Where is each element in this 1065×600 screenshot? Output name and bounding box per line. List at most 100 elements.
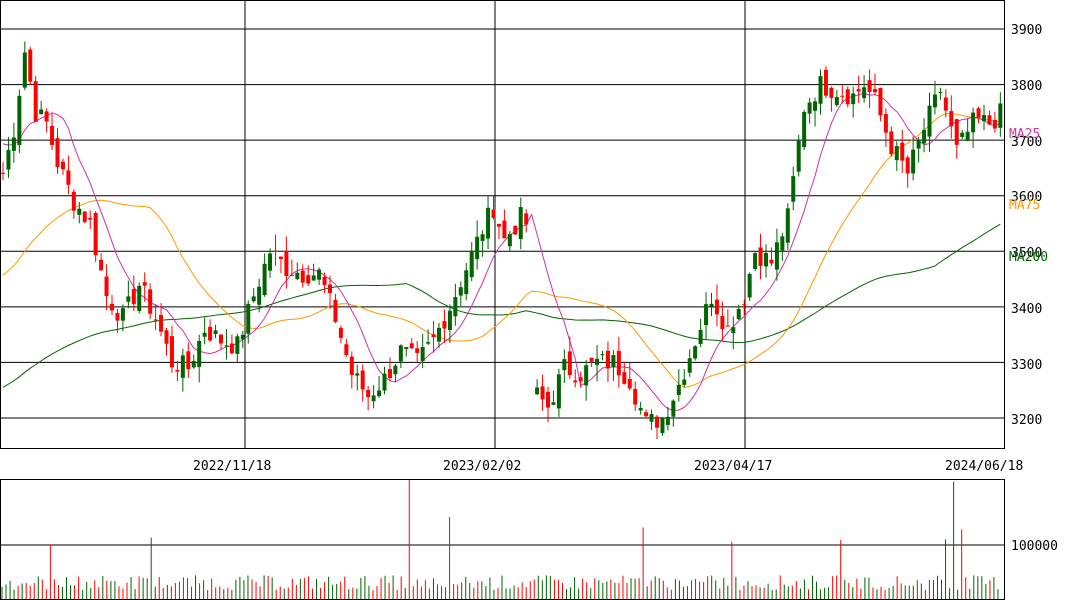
candle-up bbox=[894, 146, 899, 161]
candle-up bbox=[240, 334, 245, 340]
candle-down bbox=[987, 115, 992, 125]
candle-down bbox=[33, 81, 38, 122]
ma25-series bbox=[2, 92, 1001, 412]
y-tick-label: 3800 bbox=[1011, 79, 1042, 94]
candle-up bbox=[437, 327, 441, 342]
candle-down bbox=[338, 327, 343, 338]
candle-down bbox=[714, 299, 719, 315]
candle-up bbox=[709, 303, 714, 307]
candle-down bbox=[758, 247, 763, 266]
candle-down bbox=[627, 379, 632, 389]
candle-down bbox=[55, 138, 60, 168]
candle-up bbox=[796, 140, 801, 172]
candle-up bbox=[998, 103, 1003, 128]
candle-up bbox=[922, 129, 927, 144]
candle-up bbox=[747, 274, 752, 298]
candle-down bbox=[289, 274, 294, 276]
candle-up bbox=[851, 93, 856, 105]
candle-up bbox=[693, 346, 698, 359]
candle-up bbox=[404, 347, 409, 349]
candle-up bbox=[458, 287, 463, 296]
candle-down bbox=[104, 276, 109, 297]
candle-up bbox=[257, 286, 262, 305]
ma-legend: MA25 MA75 MA200 bbox=[1009, 127, 1048, 265]
candle-down bbox=[954, 119, 959, 145]
ma25-line bbox=[2, 92, 1001, 412]
candle-up bbox=[469, 250, 474, 278]
candle-down bbox=[142, 282, 147, 286]
candle-down bbox=[328, 284, 332, 294]
y-tick-label: 3500 bbox=[1011, 246, 1042, 261]
candle-down bbox=[50, 125, 55, 145]
candle-up bbox=[813, 101, 818, 111]
candle-down bbox=[159, 314, 164, 332]
candle-down bbox=[186, 351, 191, 370]
candle-up bbox=[551, 402, 556, 405]
candle-up bbox=[556, 374, 561, 409]
candlesticks bbox=[1, 41, 1003, 440]
ma75-label: MA75 bbox=[1009, 198, 1040, 213]
candle-down bbox=[976, 108, 981, 118]
candle-down bbox=[883, 114, 888, 133]
candle-down bbox=[175, 370, 180, 372]
y-tick-label: 3700 bbox=[1011, 135, 1042, 150]
y-tick-label: 3600 bbox=[1011, 190, 1042, 205]
candle-down bbox=[278, 256, 283, 260]
candle-up bbox=[774, 242, 779, 270]
candle-up bbox=[126, 296, 131, 302]
candle-up bbox=[638, 407, 643, 411]
date-tick-label: 2024/06/18 bbox=[945, 459, 1023, 474]
candle-up bbox=[6, 149, 11, 170]
candle-up bbox=[676, 384, 681, 395]
candle-up bbox=[649, 414, 654, 422]
candle-up bbox=[213, 330, 218, 335]
candle-up bbox=[426, 342, 431, 344]
candle-up bbox=[464, 270, 469, 295]
candle-up bbox=[377, 390, 382, 397]
candle-down bbox=[949, 111, 954, 127]
candle-down bbox=[82, 211, 87, 222]
candle-down bbox=[655, 416, 659, 428]
y-tick-label: 3400 bbox=[1011, 302, 1042, 317]
candle-down bbox=[845, 89, 850, 105]
candle-up bbox=[224, 345, 229, 347]
candle-up bbox=[911, 149, 916, 174]
candle-up bbox=[22, 52, 27, 88]
candle-down bbox=[873, 89, 877, 93]
candle-down bbox=[229, 343, 234, 354]
candle-up bbox=[77, 208, 82, 215]
candle-up bbox=[687, 358, 692, 373]
candle-up bbox=[371, 395, 376, 402]
candle-down bbox=[131, 288, 136, 305]
candle-down bbox=[415, 348, 420, 353]
candle-down bbox=[333, 299, 338, 322]
price-panel: 3900 3800 3700 3600 3500 3400 3300 3200 … bbox=[0, 0, 1048, 449]
date-tick-label: 2023/02/02 bbox=[443, 459, 521, 474]
candle-up bbox=[535, 387, 540, 395]
candle-up bbox=[475, 236, 480, 260]
candle-up bbox=[780, 236, 785, 251]
candle-down bbox=[284, 250, 289, 277]
ma25-label: MA25 bbox=[1009, 127, 1040, 142]
candle-down bbox=[878, 87, 883, 116]
candle-down bbox=[88, 217, 93, 220]
candle-up bbox=[595, 358, 600, 365]
candle-down bbox=[110, 303, 114, 311]
candle-up bbox=[611, 355, 616, 368]
candle-up bbox=[251, 296, 256, 302]
candle-down bbox=[93, 213, 98, 256]
candle-down bbox=[513, 225, 518, 235]
candle-down bbox=[573, 380, 578, 383]
candle-up bbox=[965, 131, 970, 141]
candle-down bbox=[605, 350, 610, 369]
candle-down bbox=[540, 386, 545, 400]
candle-up bbox=[453, 297, 458, 317]
candle-up bbox=[671, 400, 676, 417]
date-tick-label: 2022/11/18 bbox=[193, 459, 271, 474]
candle-up bbox=[197, 341, 202, 367]
candle-down bbox=[344, 344, 349, 356]
candle-down bbox=[115, 312, 120, 321]
candle-up bbox=[268, 253, 273, 271]
candle-down bbox=[900, 142, 905, 161]
